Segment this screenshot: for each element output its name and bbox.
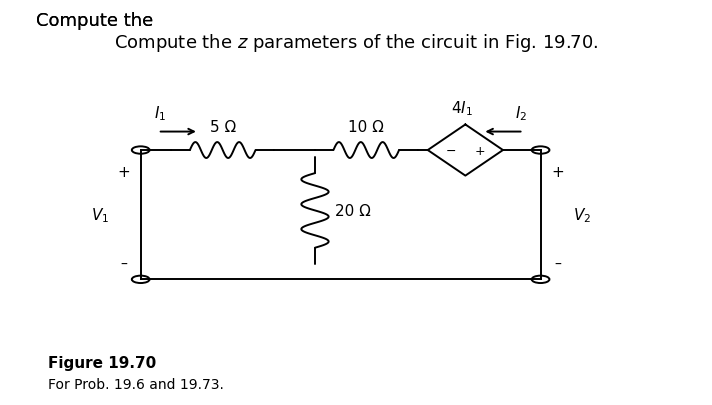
Text: $I_1$: $I_1$ <box>155 104 167 122</box>
Text: 5 Ω: 5 Ω <box>209 120 236 135</box>
Text: 20 Ω: 20 Ω <box>335 203 372 218</box>
Text: $I_2$: $I_2$ <box>515 104 527 122</box>
Text: $V_2$: $V_2$ <box>572 206 591 224</box>
Text: $V_1$: $V_1$ <box>90 206 109 224</box>
Text: –: – <box>554 257 561 271</box>
Text: 10 Ω: 10 Ω <box>348 120 384 135</box>
Text: +: + <box>117 164 130 179</box>
Text: –: – <box>120 257 127 271</box>
Text: +: + <box>551 164 564 179</box>
Text: For Prob. 19.6 and 19.73.: For Prob. 19.6 and 19.73. <box>48 377 224 391</box>
Text: Figure 19.70: Figure 19.70 <box>48 355 157 370</box>
Text: Compute the: Compute the <box>36 12 159 30</box>
Text: +: + <box>474 144 485 157</box>
Text: $4I_1$: $4I_1$ <box>451 99 473 118</box>
Text: Compute the: Compute the <box>36 12 159 30</box>
Text: −: − <box>446 144 456 157</box>
Text: Compute the $z$ parameters of the circuit in Fig. 19.70.: Compute the $z$ parameters of the circui… <box>114 32 598 53</box>
